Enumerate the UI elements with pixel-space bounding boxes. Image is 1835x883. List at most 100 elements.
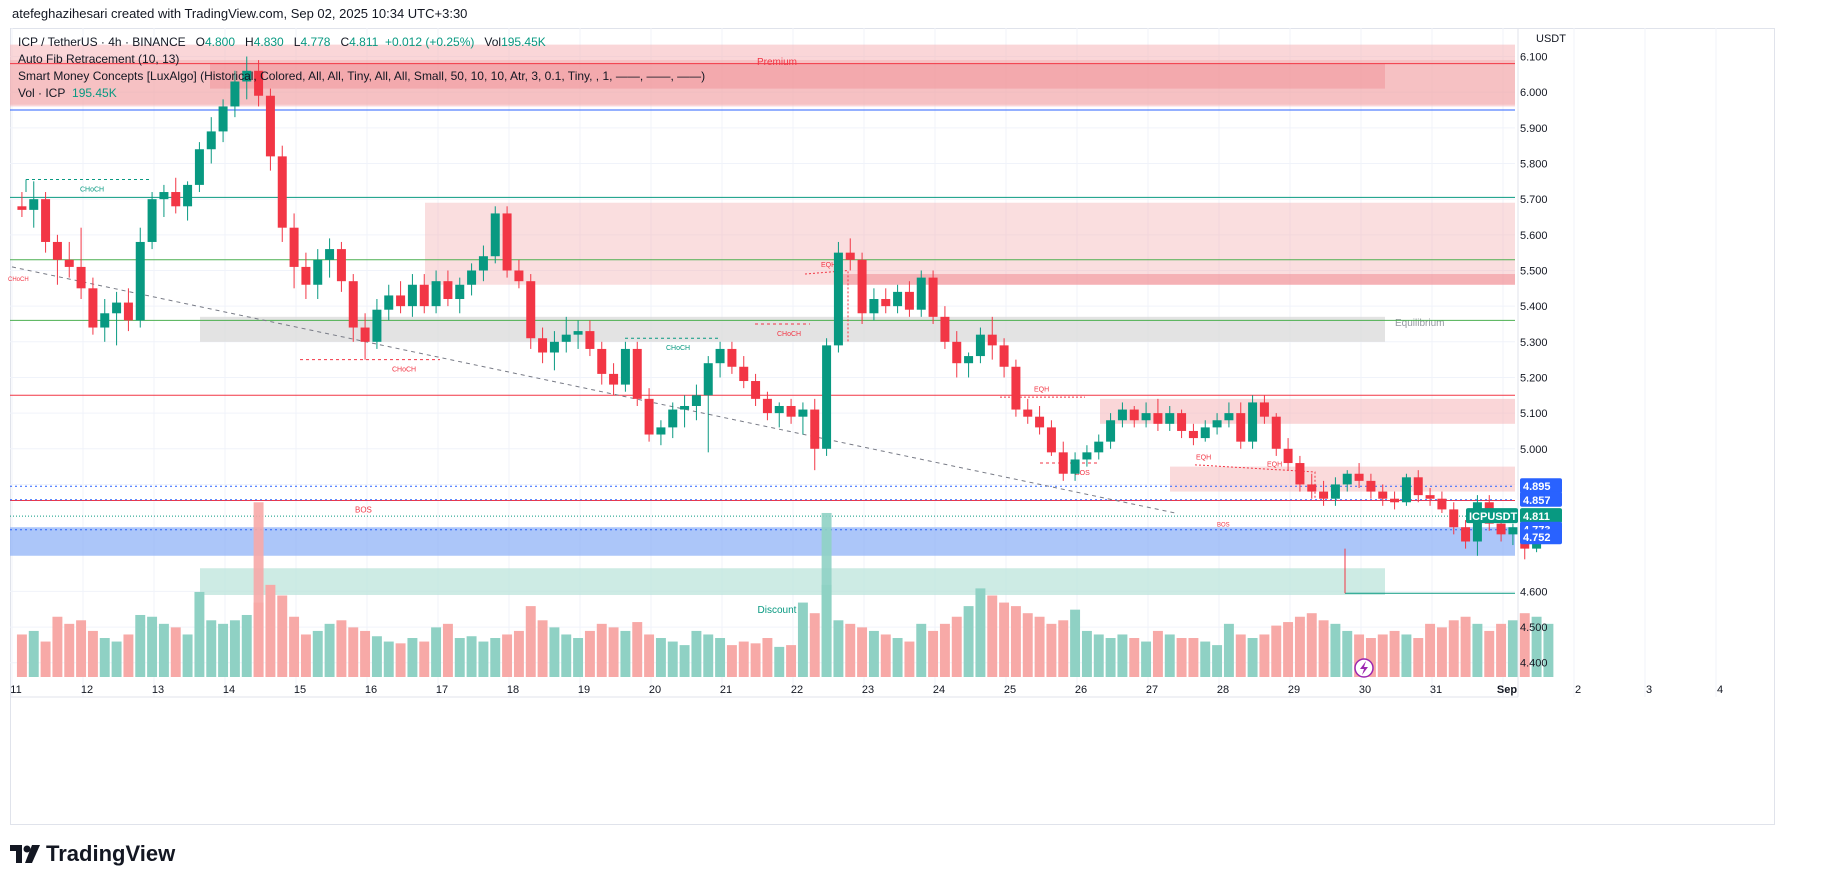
volume-bar	[1377, 634, 1388, 677]
candle-body	[455, 284, 465, 300]
candle-body	[573, 331, 583, 335]
candle-body	[277, 156, 287, 228]
choch-5-label: CHoCH	[777, 331, 801, 338]
y-tick-label: 5.500	[1520, 265, 1548, 277]
candle-body	[88, 288, 98, 328]
volume-bar	[513, 630, 524, 677]
premium-ob	[210, 63, 1385, 89]
candle-body	[218, 106, 228, 132]
volume-bar	[1401, 634, 1412, 677]
candle-body	[1307, 484, 1317, 492]
tradingview-logo[interactable]: TradingView	[10, 841, 175, 867]
candle-body	[514, 270, 524, 282]
volume-bar	[1164, 634, 1175, 677]
candle-body	[1378, 491, 1388, 499]
y-tick-label: 5.700	[1520, 194, 1548, 206]
candle-body	[467, 270, 477, 285]
legend-indicator-smc[interactable]: Smart Money Concepts [LuxAlgo] (Historic…	[18, 69, 706, 83]
legend-volume: 195.45K	[501, 35, 546, 49]
volume-bar	[537, 620, 548, 677]
volume-bar	[679, 645, 690, 677]
volume-bar	[833, 620, 844, 677]
volume-bar	[419, 641, 430, 677]
candle-body	[928, 277, 938, 317]
tradingview-logo-icon	[10, 845, 40, 863]
price-tag-1-bg	[1520, 478, 1562, 494]
volume-bar	[147, 616, 158, 677]
bearish-ob-2	[835, 274, 1515, 285]
legend-close: 4.811	[349, 35, 379, 49]
volume-bar	[1425, 623, 1436, 677]
candle-body	[1023, 409, 1033, 417]
x-tick-label: 3	[1646, 684, 1652, 696]
volume-bar	[478, 641, 489, 677]
x-tick-label: 13	[152, 684, 164, 696]
price-tag-2: 4.857	[1523, 495, 1551, 507]
candle-body	[325, 249, 335, 260]
candle-body	[727, 348, 737, 367]
candle-body	[940, 316, 950, 342]
equilibrium-label: Equilibrium	[1395, 318, 1444, 329]
eqh-1-label: EQH	[821, 262, 836, 269]
candle-body	[1011, 366, 1021, 410]
volume-bar	[1117, 634, 1128, 677]
y-tick-label: 5.300	[1520, 337, 1548, 349]
candle-body	[1177, 413, 1187, 431]
candle-body	[691, 395, 701, 406]
volume-bar	[1342, 630, 1353, 677]
volume-bar	[76, 620, 87, 677]
candle-body	[1224, 413, 1234, 421]
volume-bar	[857, 627, 868, 677]
x-tick-label: 14	[223, 684, 235, 696]
candle-body	[609, 373, 619, 385]
volume-bar	[135, 614, 146, 677]
candle-body	[443, 281, 453, 300]
price-tag-4-bg	[1520, 529, 1562, 545]
candle-body	[1117, 409, 1127, 421]
x-tick-label: 12	[81, 684, 93, 696]
candle-body	[561, 334, 571, 342]
candle-body	[881, 299, 891, 307]
candle-body	[17, 206, 27, 210]
candle-body	[135, 241, 145, 321]
volume-bar	[750, 643, 761, 677]
legend-indicator-fib[interactable]: Auto Fib Retracement (10, 13)	[18, 52, 180, 66]
candle-body	[372, 309, 382, 342]
volume-bar	[1318, 620, 1329, 677]
candle-body	[762, 398, 772, 414]
candle-body	[975, 334, 985, 357]
volume-bar	[928, 630, 939, 677]
candle-body	[490, 213, 500, 257]
candle-body	[845, 252, 855, 260]
candle-body	[478, 256, 488, 271]
volume-bar	[182, 634, 193, 677]
volume-bar	[431, 627, 442, 677]
volume-bar	[300, 634, 311, 677]
candle-body	[810, 409, 820, 449]
discount-label: Discount	[758, 605, 797, 616]
blue-zone	[10, 527, 1515, 556]
volume-spike-2	[821, 512, 832, 677]
candle-body	[1271, 416, 1281, 449]
candle-body	[123, 302, 133, 321]
x-tick-label: 15	[294, 684, 306, 696]
legend-volume-key: Vol	[484, 35, 502, 49]
x-tick-label: 22	[791, 684, 803, 696]
volume-bar	[241, 614, 252, 677]
x-tick-label: 26	[1075, 684, 1087, 696]
volume-bar	[655, 638, 666, 677]
price-tag-1: 4.895	[1523, 481, 1551, 493]
volume-bar	[348, 627, 359, 677]
candle-body	[644, 398, 654, 435]
y-tick-label: 5.800	[1520, 159, 1548, 171]
volume-bar	[904, 641, 915, 677]
candle-body	[1390, 498, 1400, 503]
y-tick-label: 6.000	[1520, 87, 1548, 99]
candle-body	[1319, 491, 1329, 499]
volume-bar	[64, 623, 75, 677]
legend-open-key: O	[195, 35, 205, 49]
legend-indicator-volume[interactable]: Vol · ICP 195.45K	[18, 85, 705, 102]
legend-symbol[interactable]: ICP / TetherUS · 4h · BINANCE	[18, 35, 186, 49]
alert-lightning-icon[interactable]	[1354, 658, 1374, 678]
